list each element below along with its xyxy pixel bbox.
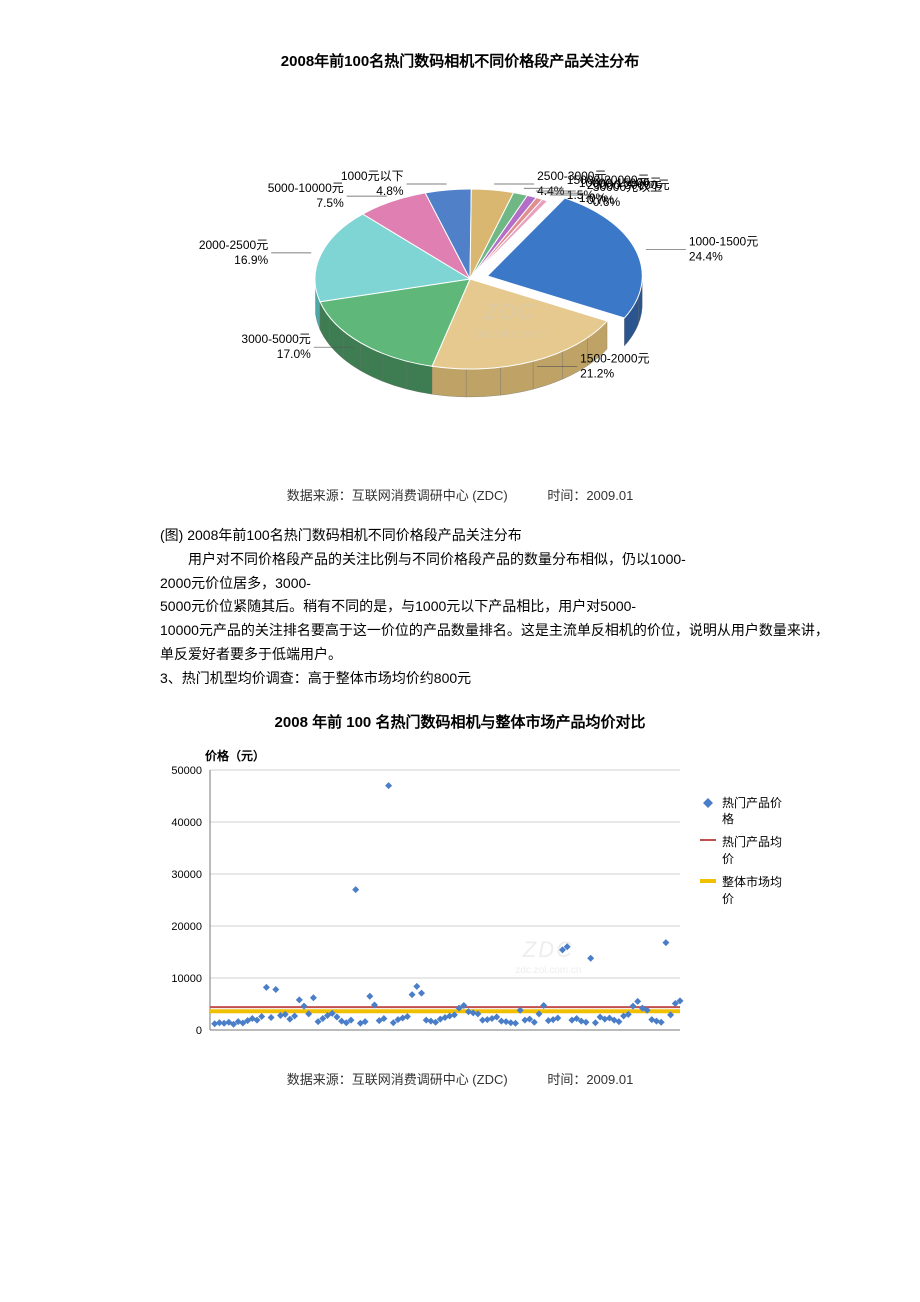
svg-text:1000元以下: 1000元以下	[341, 169, 404, 183]
svg-text:1000-1500元: 1000-1500元	[689, 234, 758, 248]
svg-text:zdc.zol.com.cn: zdc.zol.com.cn	[474, 328, 547, 340]
svg-text:ZDC: ZDC	[522, 937, 574, 962]
svg-text:7.5%: 7.5%	[316, 196, 344, 210]
diamond-icon	[700, 798, 716, 808]
pie-chart-source: 数据来源：互联网消费调研中心 (ZDC) 时间：2009.01	[140, 485, 780, 504]
pie-chart-title: 2008年前100名热门数码相机不同价格段产品关注分布	[140, 50, 780, 71]
scatter-source-text: 数据来源：互联网消费调研中心 (ZDC)	[287, 1069, 508, 1088]
para-line-1: 用户对不同价格段产品的关注比例与不同价格段产品的数量分布相似，仍以1000-	[160, 548, 840, 572]
figure-caption: (图) 2008年前100名热门数码相机不同价格段产品关注分布	[160, 524, 840, 548]
section-heading-3: 3、热门机型均价调查：高于整体市场均价约800元	[160, 667, 840, 691]
svg-text:2000-2500元: 2000-2500元	[199, 238, 268, 252]
svg-text:17.0%: 17.0%	[277, 347, 311, 361]
svg-text:10000: 10000	[171, 973, 202, 985]
scatter-chart-svg: 价格（元） 0 10000 20000 30000 40000 50000 ZDC zdc.zo…	[140, 740, 700, 1060]
svg-text:30000: 30000	[171, 869, 202, 881]
legend-item-line2: 整体市场均价	[700, 874, 790, 908]
svg-text:1500-2000元: 1500-2000元	[580, 352, 649, 366]
para-line-2: 2000元价位居多，3000-	[160, 572, 840, 596]
pie-chart-block: 2008年前100名热门数码相机不同价格段产品关注分布 ZDC zdc.zol.c…	[140, 50, 780, 504]
svg-text:30000元以上: 30000元以上	[593, 180, 662, 194]
svg-text:20000: 20000	[171, 921, 202, 933]
legend-label-1: 热门产品均价	[722, 834, 790, 868]
para-line-4: 10000元产品的关注排名要高于这一价位的产品数量排名。这是主流单反相机的价位，…	[160, 619, 840, 667]
line-icon	[700, 877, 716, 885]
legend-item-line1: 热门产品均价	[700, 834, 790, 868]
article-body: (图) 2008年前100名热门数码相机不同价格段产品关注分布 用户对不同价格段…	[160, 524, 840, 691]
pie-source-text: 数据来源：互联网消费调研中心 (ZDC)	[287, 485, 508, 504]
scatter-time-text: 时间：2009.01	[547, 1069, 633, 1088]
svg-text:5000-10000元: 5000-10000元	[268, 181, 344, 195]
legend-label-2: 整体市场均价	[722, 874, 790, 908]
para-line-3: 5000元价位紧随其后。稍有不同的是，与1000元以下产品相比，用户对5000-	[160, 595, 840, 619]
svg-text:40000: 40000	[171, 817, 202, 829]
svg-text:zdc.zol.com.cn: zdc.zol.com.cn	[515, 965, 581, 976]
scatter-chart-source: 数据来源：互联网消费调研中心 (ZDC) 时间：2009.01	[140, 1069, 780, 1088]
svg-text:24.4%: 24.4%	[689, 249, 723, 263]
svg-text:ZDC: ZDC	[483, 299, 535, 324]
svg-text:价格（元）: 价格（元）	[205, 748, 265, 763]
svg-text:0.6%: 0.6%	[593, 195, 621, 209]
svg-text:21.2%: 21.2%	[580, 367, 614, 381]
pie-chart-svg: ZDC zdc.zol.com.cn 1000-1500元24.4% 1500-200…	[140, 79, 780, 479]
legend-item-scatter: 热门产品价格	[700, 795, 790, 829]
legend-label-0: 热门产品价格	[722, 795, 790, 829]
scatter-chart-title: 2008 年前 100 名热门数码相机与整体市场产品均价对比	[140, 711, 780, 732]
svg-text:0: 0	[196, 1025, 202, 1037]
svg-text:4.8%: 4.8%	[376, 184, 404, 198]
scatter-chart-block: 2008 年前 100 名热门数码相机与整体市场产品均价对比 价格（元） 0 100…	[140, 711, 780, 1088]
svg-text:3000-5000元: 3000-5000元	[241, 332, 310, 346]
pie-time-text: 时间：2009.01	[547, 485, 633, 504]
svg-text:16.9%: 16.9%	[234, 253, 268, 267]
svg-text:50000: 50000	[171, 765, 202, 777]
line-icon	[700, 837, 716, 843]
scatter-legend: 热门产品价格 热门产品均价 整体市场均价	[700, 795, 790, 914]
